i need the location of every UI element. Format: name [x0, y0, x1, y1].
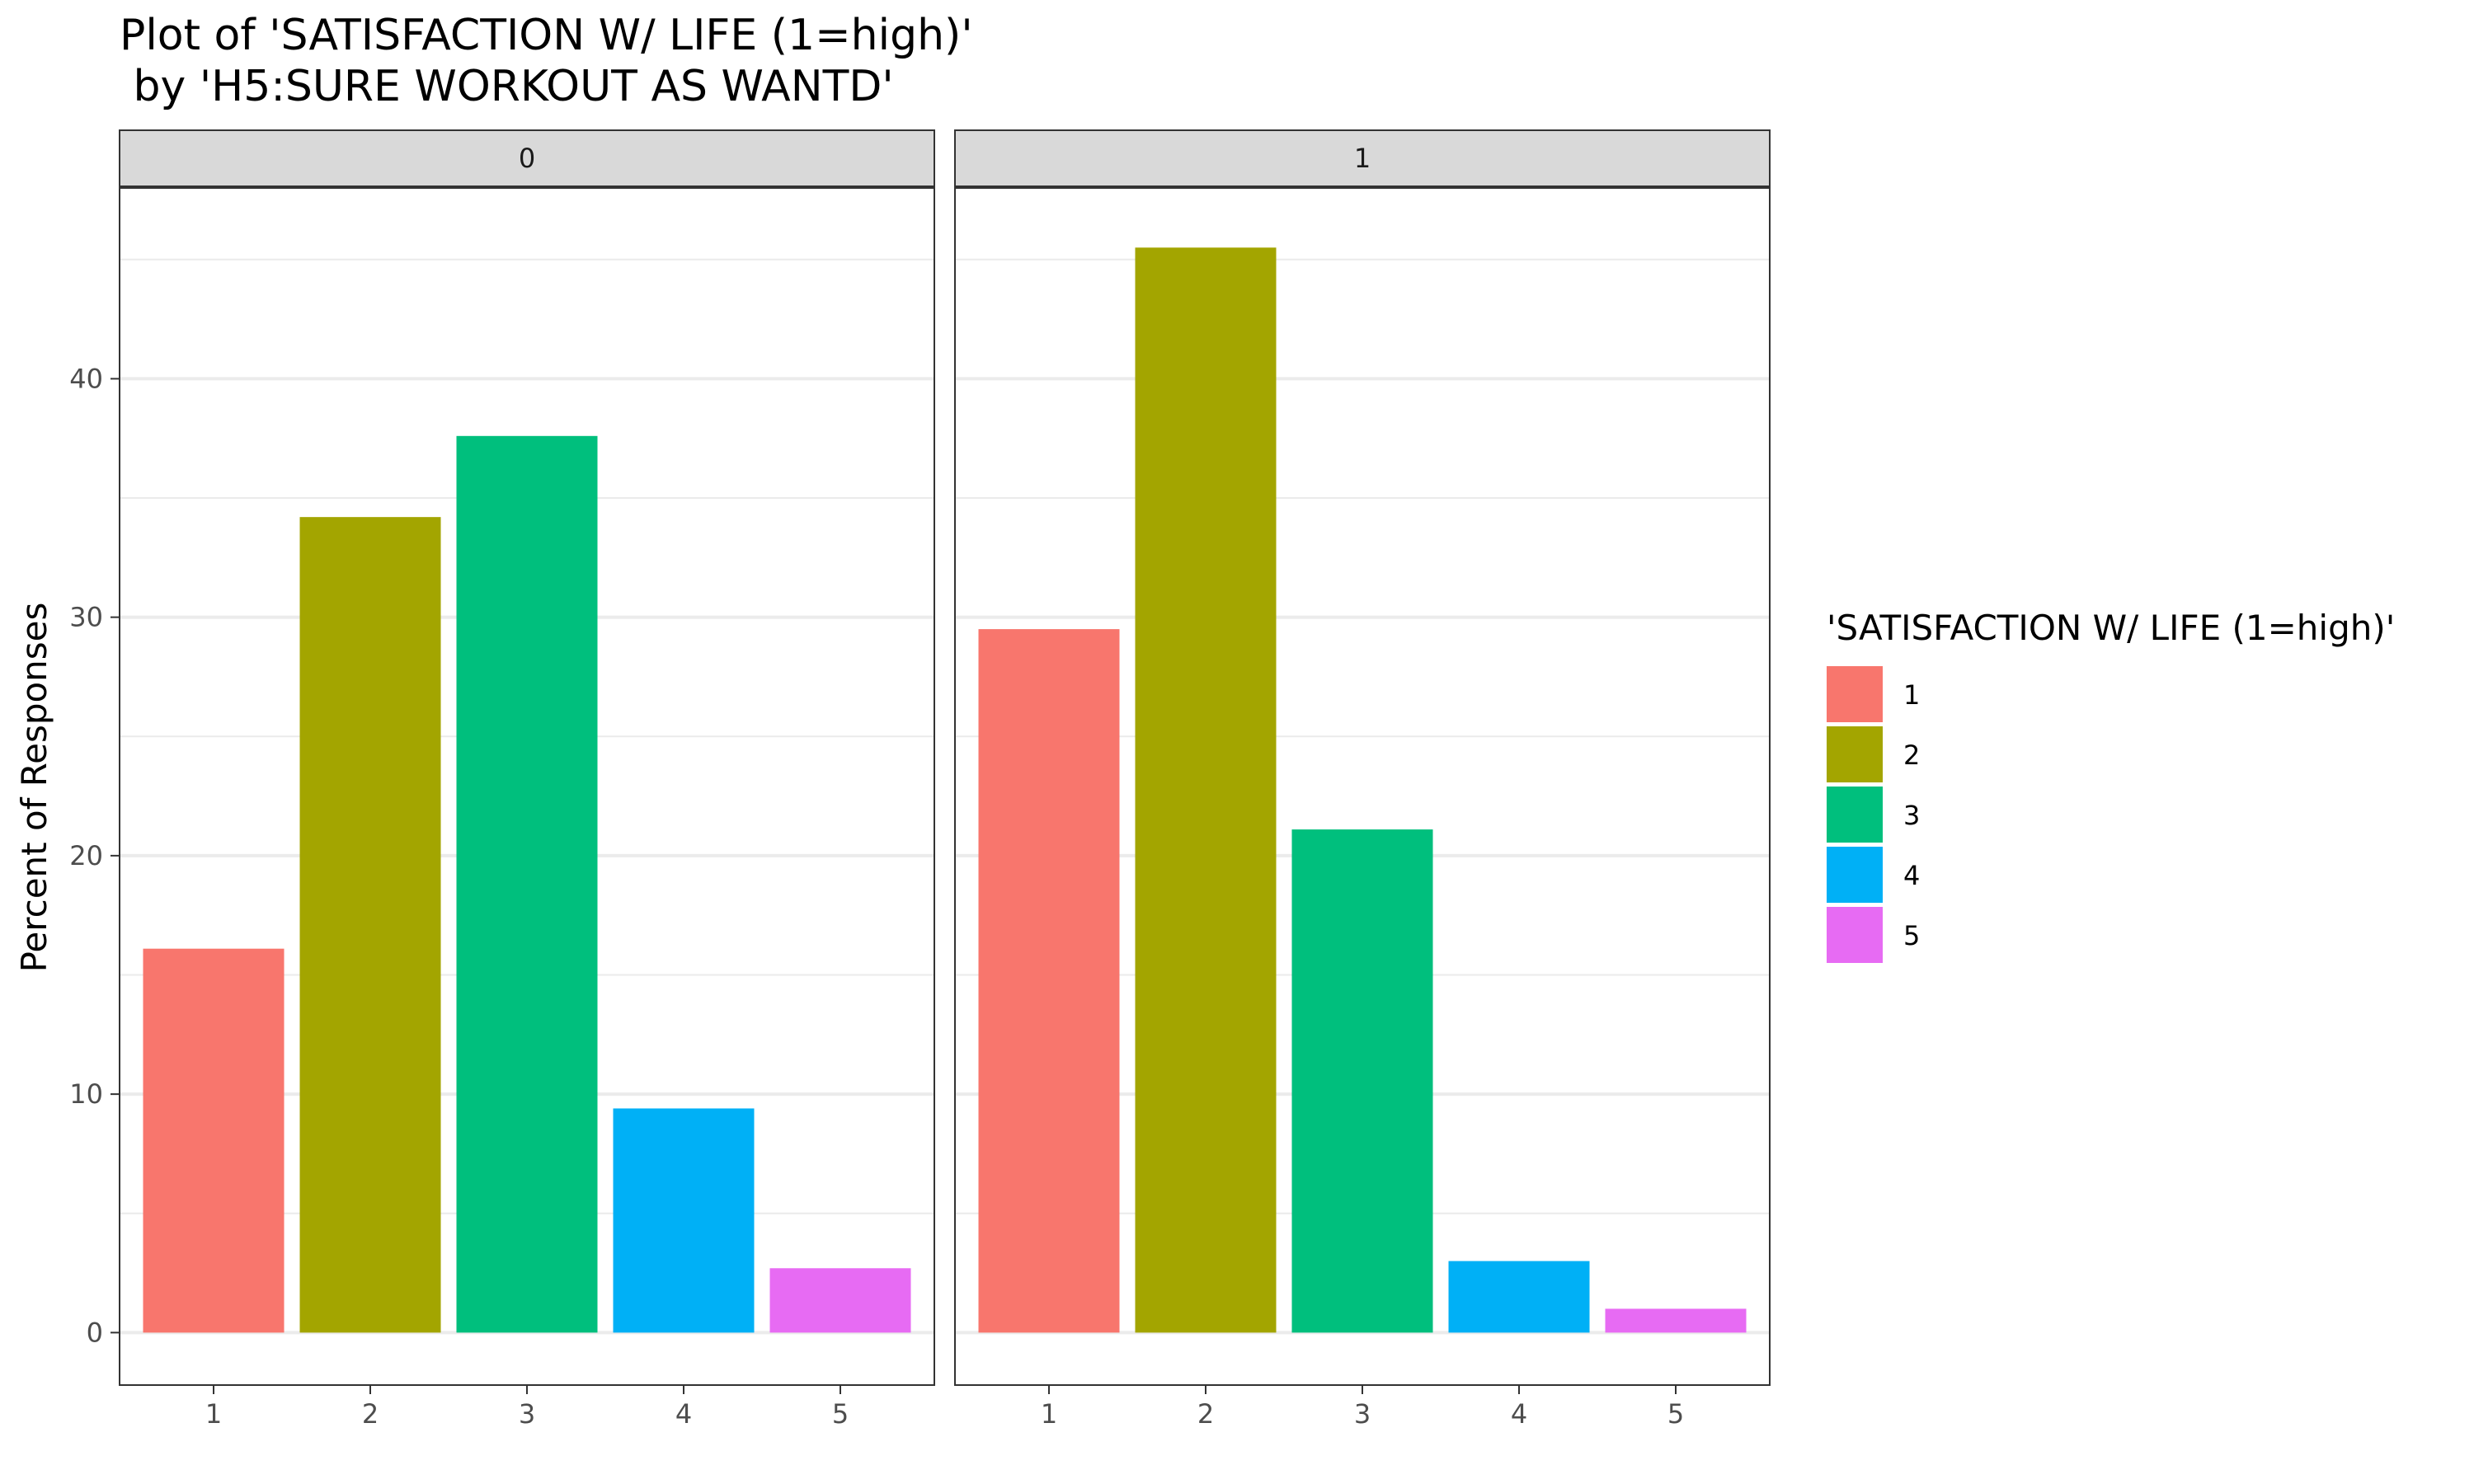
y-tick-label: 20: [69, 840, 103, 871]
legend-item-4: 4: [1827, 847, 1920, 903]
y-axis-title: Percent of Responses: [14, 603, 54, 973]
bar-facet-0-cat-3: [456, 435, 598, 1333]
x-tick-label: 2: [1197, 1398, 1214, 1430]
y-tick-label: 0: [87, 1317, 103, 1348]
x-tick-label: 3: [1354, 1398, 1371, 1430]
x-tick-label: 5: [832, 1398, 849, 1430]
facet-strip: [119, 129, 935, 187]
bar-facet-0-cat-5: [769, 1268, 911, 1333]
y-axis: 0 10 20 30 40: [69, 363, 120, 1348]
x-tick-label: 5: [1667, 1398, 1684, 1430]
bar-facet-0-cat-1: [143, 948, 285, 1333]
bar-facet-1-cat-2: [1135, 247, 1277, 1333]
facet-panels: 0 1 2 3 4 5 1 1 2 3 4 5: [119, 129, 1771, 1430]
y-tick-label: 30: [69, 602, 103, 633]
bar-facet-1-cat-3: [1291, 829, 1433, 1333]
facet-panel-0: 0 1 2 3 4 5: [119, 129, 935, 1430]
bar-facet-1-cat-4: [1448, 1261, 1590, 1333]
legend-item-3: 3: [1827, 787, 1920, 843]
bar-facet-0-cat-2: [299, 517, 441, 1333]
legend-label: 4: [1903, 860, 1920, 891]
legend-swatch: [1827, 787, 1883, 843]
legend-label: 2: [1903, 740, 1920, 771]
legend-label: 3: [1903, 800, 1920, 831]
facet-strip-label: 0: [519, 143, 535, 174]
legend: 'SATISFACTION W/ LIFE (1=high)' 1 2 3 4 5: [1827, 608, 2395, 963]
facet-strip-label: 1: [1354, 143, 1371, 174]
bar-facet-0-cat-4: [613, 1108, 755, 1333]
facet-panel-1: 1 1 2 3 4 5: [954, 129, 1771, 1430]
bar-facet-1-cat-5: [1605, 1308, 1747, 1333]
x-tick-label: 4: [1511, 1398, 1527, 1430]
x-tick-label: 4: [675, 1398, 692, 1430]
x-tick-label: 1: [205, 1398, 222, 1430]
legend-item-5: 5: [1827, 907, 1920, 963]
y-tick-label: 10: [69, 1078, 103, 1110]
legend-swatch: [1827, 726, 1883, 782]
x-tick-label: 1: [1041, 1398, 1057, 1430]
x-tick-label: 2: [362, 1398, 379, 1430]
legend-label: 5: [1903, 920, 1920, 951]
legend-label: 1: [1903, 679, 1920, 711]
legend-item-1: 1: [1827, 666, 1920, 722]
y-tick-label: 40: [69, 363, 103, 394]
x-tick-label: 3: [519, 1398, 535, 1430]
chart-title: Plot of 'SATISFACTION W/ LIFE (1=high)': [120, 11, 973, 60]
legend-swatch: [1827, 907, 1883, 963]
legend-swatch: [1827, 666, 1883, 722]
chart-subtitle: by 'H5:SURE WORKOUT AS WANTD': [120, 62, 894, 111]
legend-title: 'SATISFACTION W/ LIFE (1=high)': [1827, 608, 2395, 648]
facet-strip: [954, 129, 1771, 187]
bar-facet-1-cat-1: [978, 629, 1120, 1333]
legend-swatch: [1827, 847, 1883, 903]
legend-item-2: 2: [1827, 726, 1920, 782]
